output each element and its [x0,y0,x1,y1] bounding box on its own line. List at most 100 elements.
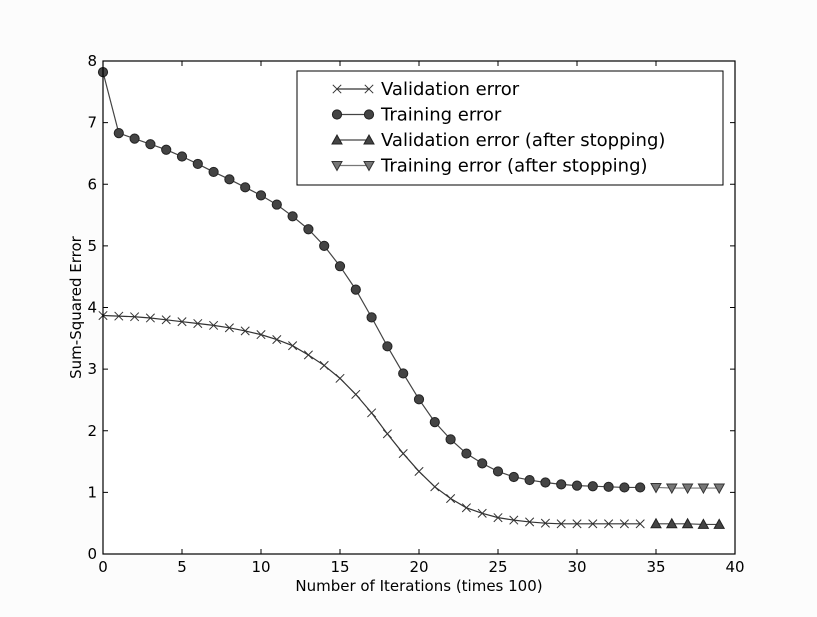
validation-point [635,519,645,529]
legend-marker [331,109,343,120]
legend-marker [363,161,375,172]
validation-point [493,513,503,523]
series-3 [650,482,726,495]
training-point [429,417,440,428]
training-point [413,394,425,405]
validation-point [398,448,408,459]
validation-point [224,323,234,333]
training-point [571,480,583,491]
legend-label: Training error [380,105,502,126]
training-point [145,139,156,150]
training-point [619,482,630,493]
series-layer [97,66,726,529]
legend-marker [364,84,374,94]
x-tick-label: 20 [409,558,428,576]
validation-point [130,312,140,322]
validation-point [604,519,614,529]
validation-point [145,313,155,323]
training-point [350,284,361,295]
validation-point [446,493,456,504]
validation-after-stop-point [697,518,710,529]
training-point [224,174,235,185]
validation-point [319,360,329,370]
training-point [319,240,330,251]
validation-point [256,330,266,340]
training-point [129,133,140,144]
legend-marker [331,133,343,145]
training-point [603,481,614,492]
y-tick-label: 1 [87,483,97,501]
validation-point [114,311,124,321]
training-point [113,128,124,139]
validation-point [335,373,345,383]
legend-entry: Validation error [332,79,520,100]
validation-after-stop-point [681,517,694,529]
validation-after-stop-point [665,517,678,529]
y-axis-label: Sum-Squared Error [67,235,85,379]
y-tick-label: 6 [87,175,97,193]
training-point [445,434,456,445]
x-tick-label: 30 [567,558,586,576]
training-point [540,477,551,488]
training-after-stop-point [681,483,694,495]
validation-point [193,318,203,329]
x-axis-label: Number of Iterations (times 100) [295,577,542,595]
validation-point [177,317,187,327]
y-tick-label: 0 [87,545,97,563]
training-point [240,182,251,193]
training-point [334,261,346,272]
validation-point [588,519,598,529]
validation-point [461,503,471,513]
validation-after-stop-point [650,517,662,529]
validation-point [540,518,550,528]
y-tick-label: 5 [87,237,97,255]
validation-point [572,519,582,529]
series-2 [650,517,726,529]
x-tick-label: 5 [177,558,187,576]
series-0 [98,310,645,529]
training-after-stop-point [650,482,662,494]
validation-point [303,350,313,360]
x-tick-label: 25 [488,558,507,576]
legend-marker [363,109,375,120]
y-tick-label: 2 [87,422,97,440]
legend: Validation error Training error Validation… [296,70,724,186]
legend-label: Validation error [381,79,520,100]
training-after-stop-point [713,483,726,495]
validation-point [509,515,519,525]
legend-entry: Validation error (after stopping) [331,130,665,151]
validation-point [351,389,361,399]
training-point [255,190,267,201]
legend-entry: Training error [331,105,502,126]
training-point [303,224,314,235]
y-tick-label: 8 [87,52,97,70]
validation-point [240,326,250,336]
validation-point [288,341,298,351]
training-point [398,368,409,379]
training-point [461,448,472,459]
legend-marker [363,133,375,145]
x-tick-label: 40 [725,558,744,576]
x-tick-label: 15 [330,558,349,576]
y-tick-label: 3 [87,360,97,378]
validation-point [209,320,219,330]
validation-point [525,517,535,527]
legend-label: Validation error (after stopping) [381,130,665,151]
training-point [587,481,598,492]
training-point [161,144,172,155]
training-point [382,341,393,352]
training-point [192,158,203,170]
validation-point [414,466,424,476]
training-point [176,151,188,162]
training-point [524,474,535,486]
training-after-stop-point [665,483,678,495]
validation-point [367,408,377,418]
validation-point [382,429,392,439]
validation-point [477,508,487,518]
validation-point [430,482,440,492]
x-tick-label: 35 [646,558,665,576]
validation-after-stop-point [713,518,726,529]
training-point [208,166,219,178]
ticks-layer: 0 5 10 15 20 25 30 35 40 0 1 2 3 4 5 6 7 8 [87,52,744,576]
x-tick-label: 10 [251,558,270,576]
